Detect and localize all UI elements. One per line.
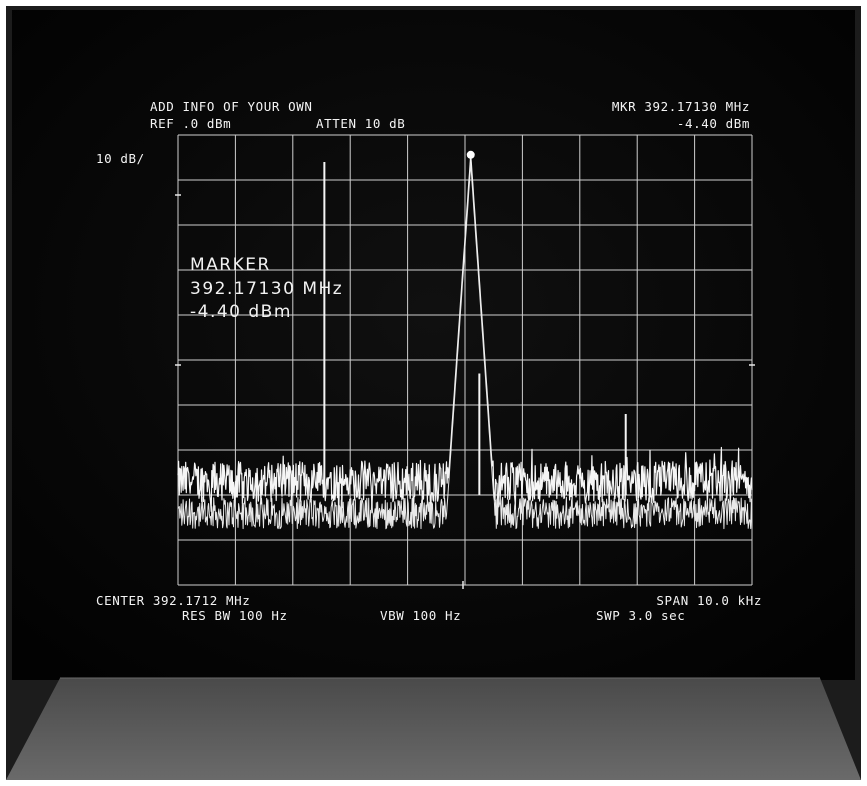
marker-box-frequency: 392.17130 MHz [190, 279, 343, 299]
scale-per-division: 10 dB/ [96, 151, 145, 166]
header-title: ADD INFO OF YOUR OWN [150, 99, 313, 114]
span: SPAN 10.0 kHz [656, 593, 762, 608]
marker-dot [466, 150, 475, 159]
marker-box-level: -4.40 dBm [190, 302, 292, 322]
center-frequency: CENTER 392.1712 MHz [96, 593, 250, 608]
sweep-time: SWP 3.0 sec [596, 608, 685, 623]
crt-screen [12, 10, 855, 680]
spur-lines [323, 162, 627, 495]
video-bandwidth: VBW 100 Hz [380, 608, 461, 623]
edge-tickmarks [175, 194, 755, 589]
bezel-floor [6, 678, 861, 780]
attenuation: ATTEN 10 dB [316, 116, 405, 131]
resolution-bandwidth: RES BW 100 Hz [182, 608, 288, 623]
marker-frequency-readout: MKR 392.17130 MHz [612, 99, 750, 114]
ref-level: REF .0 dBm [150, 116, 231, 131]
marker-level-readout: -4.40 dBm [677, 116, 750, 131]
spectrum-trace [177, 154, 753, 519]
spectrum-trace-lower [177, 163, 753, 530]
marker-box-label: MARKER [190, 255, 271, 275]
